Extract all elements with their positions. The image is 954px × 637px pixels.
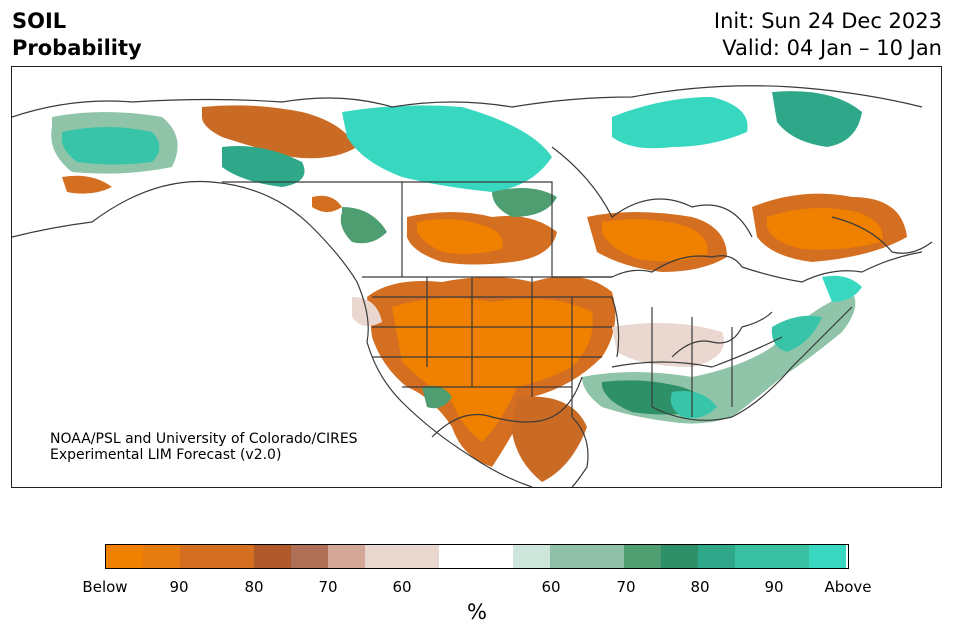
colorbar-segment [143,545,180,568]
colorbar-tick-label: Below [82,578,128,596]
credit-line-2: Experimental LIM Forecast (v2.0) [50,447,282,463]
colorbar-segment [735,545,809,568]
colorbar-tick-label: Above [824,578,872,596]
colorbar-segment [365,545,439,568]
colorbar-segment [291,545,328,568]
colorbar-segment [439,545,513,568]
map-title: SOIL Probability [12,8,142,62]
colorbar-segment [328,545,365,568]
colorbar-segment [624,545,661,568]
title-line-1: SOIL [12,9,67,33]
title-line-2: Probability [12,36,142,60]
colorbar-tick-label: 80 [244,578,264,596]
above-normal-regions [51,91,862,424]
colorbar-segment [513,545,550,568]
colorbar-tick-label: 90 [169,578,189,596]
colorbar-tick-label: 60 [541,578,561,596]
colorbar-tick-label: 80 [690,578,710,596]
colorbar-tick-label: 90 [764,578,784,596]
valid-date: Valid: 04 Jan – 10 Jan [722,36,942,60]
below-normal-regions [62,105,907,482]
date-info: Init: Sun 24 Dec 2023 Valid: 04 Jan – 10… [714,8,942,62]
colorbar-segment [106,545,143,568]
colorbar-segment [809,545,846,568]
colorbar-segment [698,545,735,568]
colorbar-unit: % [467,600,487,624]
colorbar-tick-label: 60 [392,578,412,596]
colorbar [105,544,849,569]
colorbar-segment [180,545,254,568]
credit-line-1: NOAA/PSL and University of Colorado/CIRE… [50,431,358,447]
colorbar-segment [661,545,698,568]
credit-text: NOAA/PSL and University of Colorado/CIRE… [50,431,358,463]
colorbar-tick-label: 70 [318,578,338,596]
forecast-map [12,85,933,487]
map-panel: NOAA/PSL and University of Colorado/CIRE… [11,66,942,488]
political-borders [12,85,933,487]
init-date: Init: Sun 24 Dec 2023 [713,9,942,33]
colorbar-tick-label: 70 [616,578,636,596]
colorbar-segment [550,545,624,568]
colorbar-segment [254,545,291,568]
